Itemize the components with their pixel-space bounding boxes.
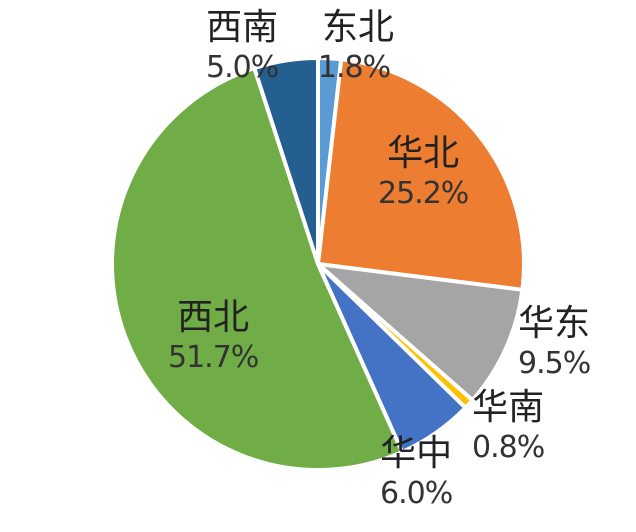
label-dongbei: 东北 1.8%: [318, 7, 395, 88]
pie-slice-2: [316, 262, 525, 403]
label-xinan: 西南 5.0%: [206, 7, 279, 88]
label-name: 华南: [472, 387, 545, 428]
label-huadong: 华东 9.5%: [518, 303, 591, 384]
label-name: 华中: [380, 433, 453, 474]
pie-slice-5: [110, 66, 405, 472]
label-percent: 51.7%: [168, 340, 259, 375]
label-xibei: 西北 51.7%: [168, 297, 259, 378]
label-huazhong: 华中 6.0%: [380, 433, 453, 514]
label-percent: 1.8%: [317, 50, 391, 85]
label-name: 华北: [387, 133, 460, 174]
label-huabei: 华北 25.2%: [378, 133, 469, 214]
label-percent: 9.5%: [518, 346, 591, 381]
label-name: 东北: [322, 7, 395, 48]
label-huanan: 华南 0.8%: [472, 387, 545, 468]
label-name: 西北: [177, 297, 250, 338]
pie-slice-1: [316, 57, 526, 292]
label-percent: 0.8%: [472, 430, 545, 465]
pie-slice-6: [252, 56, 320, 266]
label-percent: 6.0%: [380, 476, 453, 511]
label-name: 华东: [518, 303, 591, 344]
label-percent: 25.2%: [378, 176, 469, 211]
label-percent: 5.0%: [206, 50, 279, 85]
label-name: 西南: [206, 7, 279, 48]
